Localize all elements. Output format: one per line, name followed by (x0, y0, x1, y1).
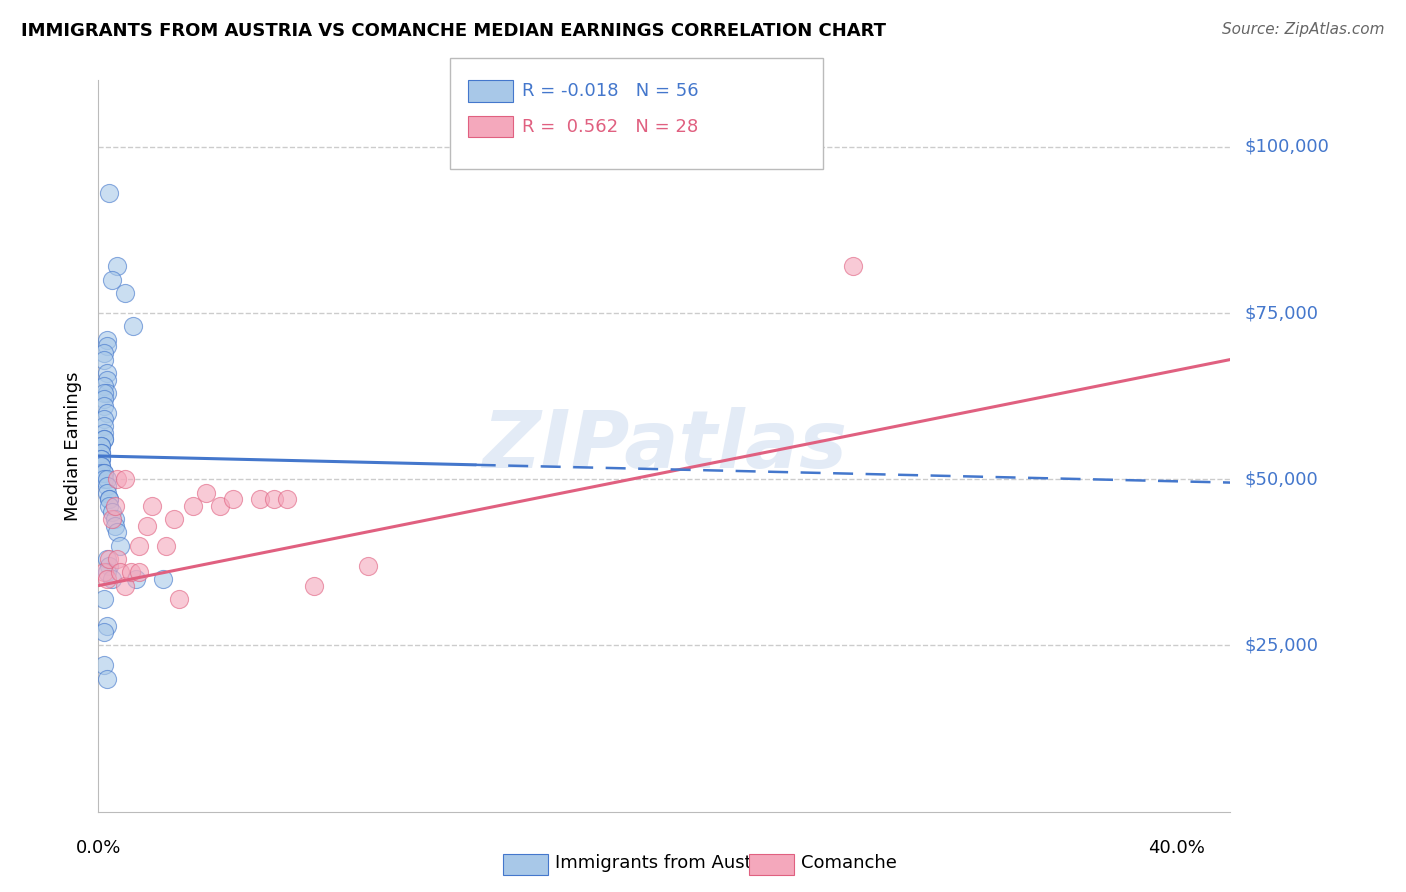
Point (842, 260, 865, 274)
Point (141, 499, 163, 513)
Point (93, 472, 115, 486)
Point (104, 512, 127, 526)
Text: Comanche: Comanche (801, 855, 897, 872)
Text: $25,000: $25,000 (1244, 637, 1319, 655)
Point (128, 566, 150, 580)
Point (96, 672, 118, 686)
Point (90, 445, 112, 459)
Point (96, 366, 118, 380)
Point (108, 566, 131, 580)
Point (169, 591, 191, 606)
Point (96, 485, 118, 500)
Point (101, 572, 124, 586)
Point (90, 458, 112, 473)
Point (208, 499, 231, 513)
Text: Source: ZipAtlas.com: Source: ZipAtlas.com (1222, 22, 1385, 37)
Text: ZIPatlas: ZIPatlas (482, 407, 846, 485)
Point (96, 339, 118, 353)
Point (357, 558, 380, 573)
Point (155, 539, 177, 553)
Point (104, 518, 127, 533)
Point (93, 385, 115, 400)
Point (101, 512, 124, 526)
Point (105, 552, 128, 566)
Point (93, 466, 115, 480)
Point (114, 286, 136, 301)
Point (222, 492, 245, 507)
Point (120, 566, 142, 580)
Point (93, 566, 115, 580)
Point (93, 346, 115, 360)
Point (302, 579, 325, 593)
Point (163, 512, 186, 526)
Point (105, 472, 128, 486)
Point (136, 518, 159, 533)
Point (96, 618, 118, 632)
Point (96, 372, 118, 386)
Point (96, 385, 118, 400)
Point (93, 625, 115, 640)
Point (93, 425, 115, 440)
Text: $75,000: $75,000 (1244, 304, 1319, 322)
Point (96, 566, 118, 580)
Point (93, 591, 115, 606)
Point (101, 506, 124, 520)
Point (122, 319, 145, 334)
Point (90, 439, 112, 453)
Text: Immigrants from Austria: Immigrants from Austria (555, 855, 776, 872)
Point (128, 539, 150, 553)
Point (90, 466, 112, 480)
Point (96, 572, 118, 586)
Text: R =  0.562   N = 28: R = 0.562 N = 28 (522, 118, 697, 136)
Point (90, 452, 112, 467)
Point (93, 412, 115, 426)
Point (96, 552, 118, 566)
Point (249, 492, 271, 507)
Y-axis label: Median Earnings: Median Earnings (65, 371, 83, 521)
Text: IMMIGRANTS FROM AUSTRIA VS COMANCHE MEDIAN EARNINGS CORRELATION CHART: IMMIGRANTS FROM AUSTRIA VS COMANCHE MEDI… (21, 22, 886, 40)
Point (93, 658, 115, 673)
Point (98, 558, 121, 573)
Point (93, 392, 115, 407)
Text: 40.0%: 40.0% (1147, 839, 1205, 857)
Point (93, 466, 115, 480)
Point (93, 352, 115, 367)
Point (96, 479, 118, 493)
Point (93, 433, 115, 447)
Point (104, 499, 127, 513)
Point (93, 379, 115, 393)
Point (98, 492, 121, 507)
Point (93, 433, 115, 447)
Point (96, 472, 118, 486)
Point (98, 186, 121, 201)
Point (276, 492, 298, 507)
Point (105, 260, 128, 274)
Point (195, 485, 218, 500)
Point (108, 539, 131, 553)
Point (96, 333, 118, 347)
Point (93, 399, 115, 413)
Text: 0.0%: 0.0% (76, 839, 121, 857)
Point (96, 406, 118, 420)
Point (93, 419, 115, 434)
Point (181, 499, 204, 513)
Point (125, 572, 148, 586)
Point (98, 492, 121, 507)
Point (114, 579, 136, 593)
Point (90, 439, 112, 453)
Text: R = -0.018   N = 56: R = -0.018 N = 56 (522, 82, 699, 100)
Point (105, 525, 128, 540)
Point (90, 445, 112, 459)
Point (263, 492, 285, 507)
Point (114, 472, 136, 486)
Point (152, 572, 174, 586)
Point (98, 552, 121, 566)
Point (90, 452, 112, 467)
Text: $50,000: $50,000 (1244, 470, 1317, 488)
Point (90, 458, 112, 473)
Point (101, 273, 124, 287)
Point (98, 499, 121, 513)
Text: $100,000: $100,000 (1244, 137, 1329, 156)
